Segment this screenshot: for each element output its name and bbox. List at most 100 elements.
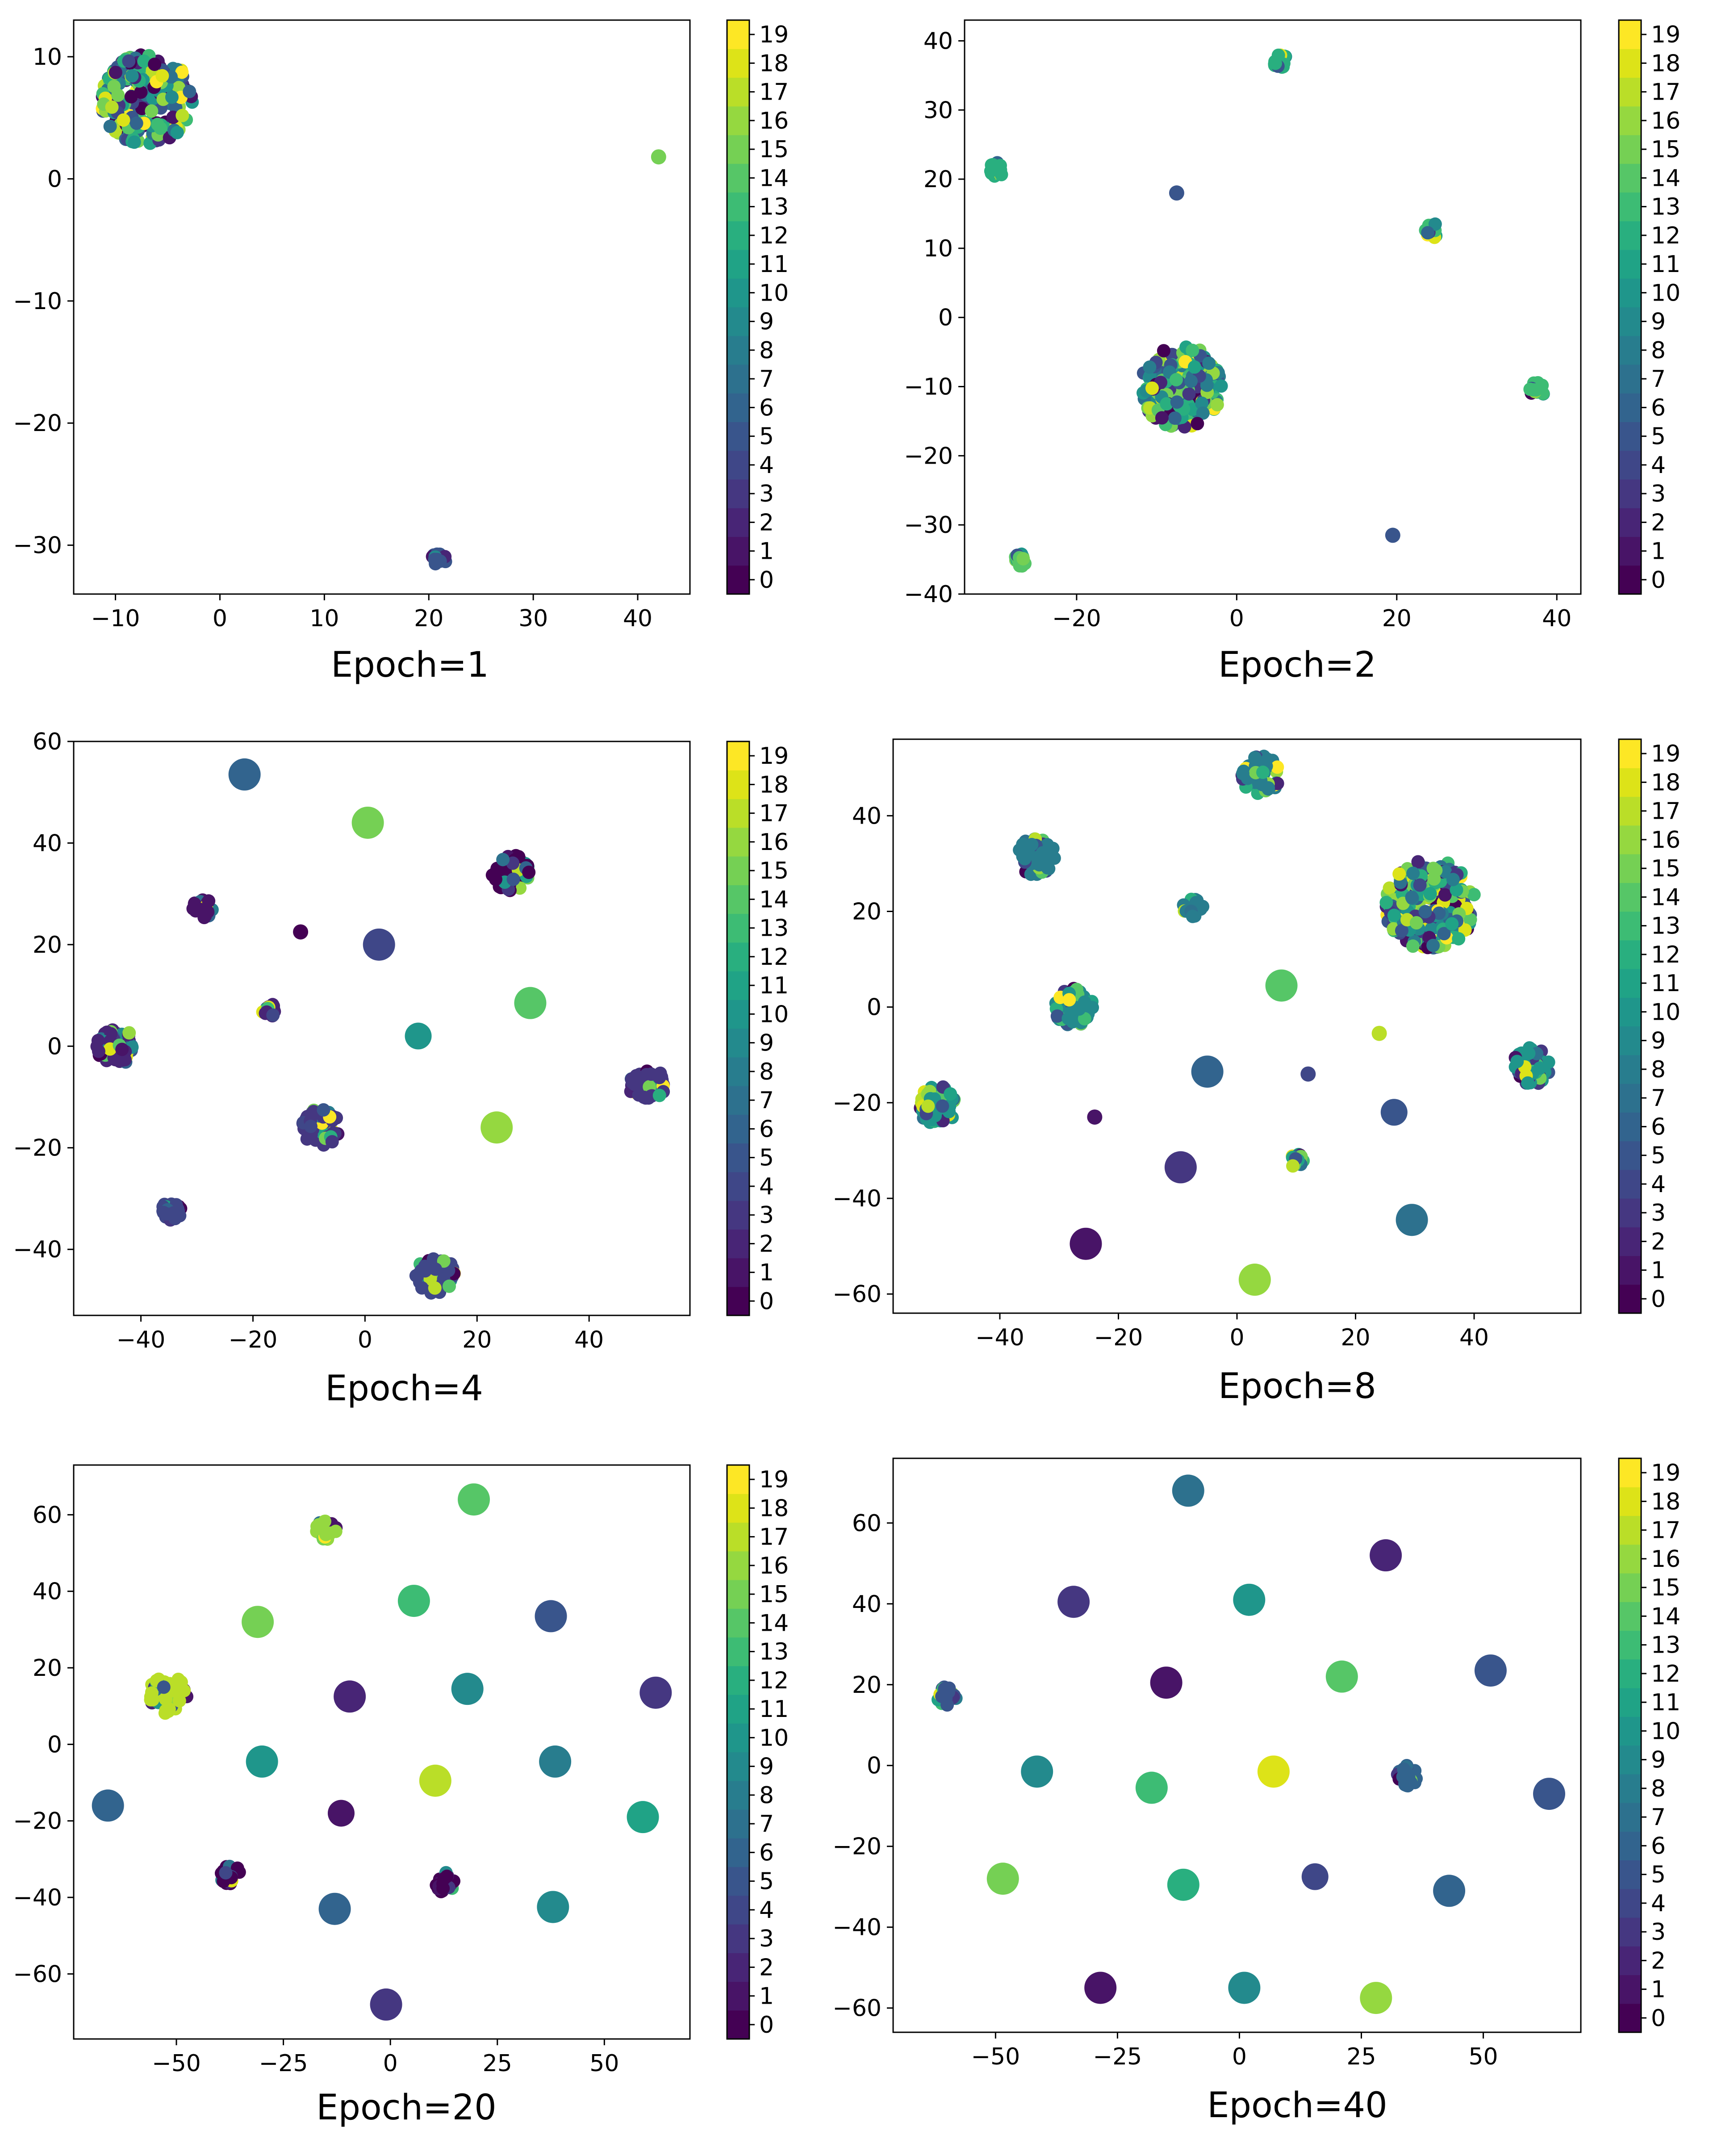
colorbar-tick-label: 13 <box>759 194 789 221</box>
x-tick-label: 0 <box>213 605 227 632</box>
data-point <box>1070 1227 1102 1260</box>
colorbar-tick-label: 5 <box>1651 1143 1666 1169</box>
colorbar-segment <box>1619 250 1641 279</box>
data-point <box>1474 1654 1507 1687</box>
cluster-mixed <box>310 1514 343 1546</box>
y-tick-label: −20 <box>13 1135 62 1162</box>
colorbar-segment <box>727 799 749 828</box>
colorbar-segment <box>727 1981 749 2011</box>
y-tick-label: −30 <box>13 532 62 559</box>
data-point <box>652 1088 666 1102</box>
colorbar-tick-label: 9 <box>1651 1747 1666 1774</box>
colorbar-frame <box>1618 738 1642 1314</box>
colorbar-segment <box>1619 135 1641 164</box>
colorbar-tick-label: 19 <box>759 1466 789 1493</box>
data-point <box>1167 1868 1199 1901</box>
data-point <box>103 119 117 133</box>
y-tick-label: −20 <box>13 1808 62 1835</box>
colorbar-tick-label: 11 <box>759 251 789 278</box>
colorbar-segment <box>727 1172 749 1201</box>
colorbar-tick-label: 5 <box>759 1868 774 1895</box>
colorbar-tick-label: 3 <box>759 481 774 507</box>
data-point <box>537 1891 569 1923</box>
colorbar-tick-label: 18 <box>759 771 789 798</box>
colorbar-tick-label: 19 <box>1651 1460 1680 1486</box>
colorbar-segment <box>1619 163 1641 193</box>
data-point <box>1191 417 1204 431</box>
data-point <box>1196 406 1210 420</box>
colorbar-tick-label: 18 <box>1651 769 1680 796</box>
x-tick-label: −20 <box>229 1327 278 1353</box>
data-point <box>1406 867 1420 880</box>
colorbar-segment <box>1619 393 1641 423</box>
colorbar-segment <box>727 192 749 222</box>
colorbar-segment <box>727 1086 749 1115</box>
cluster-mixed <box>96 48 199 150</box>
data-point <box>1392 867 1406 881</box>
data-point <box>1186 909 1199 923</box>
colorbar-segment <box>1619 1544 1641 1574</box>
data-point <box>318 1892 351 1925</box>
y-tick-label: 10 <box>33 44 62 71</box>
data-point <box>293 924 309 940</box>
colorbar-frame <box>1618 1457 1642 2033</box>
data-point <box>428 1281 442 1295</box>
data-point <box>1233 1583 1266 1616</box>
colorbar-tick-label: 9 <box>1651 309 1666 335</box>
data-point <box>188 900 202 914</box>
x-tick-label: −25 <box>1093 2043 1142 2070</box>
colorbar-segment <box>727 1838 749 1867</box>
colorbar-tick-label: 6 <box>759 1116 774 1143</box>
data-point <box>1160 397 1174 411</box>
data-point <box>514 987 547 1019</box>
colorbar-tick-label: 0 <box>1651 1286 1666 1313</box>
colorbar-segment <box>727 1666 749 1695</box>
colorbar-tick-label: 14 <box>1651 165 1680 192</box>
y-tick-label: 40 <box>852 1591 882 1618</box>
colorbar-segment <box>727 1695 749 1724</box>
colorbar-segment <box>727 479 749 508</box>
data-point <box>1418 905 1432 919</box>
colorbar-segment <box>1619 1256 1641 1285</box>
colorbar-segment <box>1619 969 1641 998</box>
colorbar-tick-label: 6 <box>759 1839 774 1866</box>
data-point <box>985 158 999 172</box>
colorbar-tick-label: 13 <box>1651 913 1680 940</box>
data-point <box>539 1745 572 1778</box>
colorbar-tick-label: 1 <box>1651 1257 1666 1284</box>
data-point <box>1062 993 1076 1007</box>
colorbar-segment <box>727 1143 749 1172</box>
data-point <box>266 1008 280 1022</box>
x-tick-label: 40 <box>623 605 652 632</box>
colorbar-segment <box>1619 1573 1641 1602</box>
data-point <box>122 54 136 68</box>
colorbar-segment <box>727 913 749 943</box>
data-point <box>334 1680 366 1713</box>
data-point <box>1214 379 1228 393</box>
colorbar-segment <box>727 1057 749 1086</box>
data-point <box>921 1099 935 1113</box>
data-point <box>627 1801 659 1834</box>
data-point <box>481 1111 513 1144</box>
data-point <box>105 100 119 114</box>
colorbar-tick-label: 5 <box>759 423 774 450</box>
colorbar-tick-label: 14 <box>1651 1603 1680 1630</box>
scatter-points <box>90 758 670 1300</box>
colorbar-segment <box>727 20 749 49</box>
colorbar-tick-label: 3 <box>759 1926 774 1952</box>
y-tick-label: 20 <box>33 1655 62 1682</box>
colorbar-tick-label: 8 <box>759 1059 774 1085</box>
colorbar-tick-label: 17 <box>759 79 789 106</box>
data-point <box>109 66 122 80</box>
colorbar-tick-label: 12 <box>759 1667 789 1694</box>
colorbar-frame <box>726 1464 750 2040</box>
colorbar-segment <box>727 1608 749 1638</box>
colorbar-segment <box>727 221 749 250</box>
data-point <box>117 113 130 127</box>
cluster-mixed <box>1391 1758 1423 1793</box>
colorbar-tick-label: 0 <box>759 567 774 594</box>
data-point <box>405 1022 432 1050</box>
colorbar-tick-label: 13 <box>1651 1632 1680 1659</box>
colorbar-tick-label: 2 <box>1651 509 1666 536</box>
colorbar-segment <box>727 1867 749 1896</box>
